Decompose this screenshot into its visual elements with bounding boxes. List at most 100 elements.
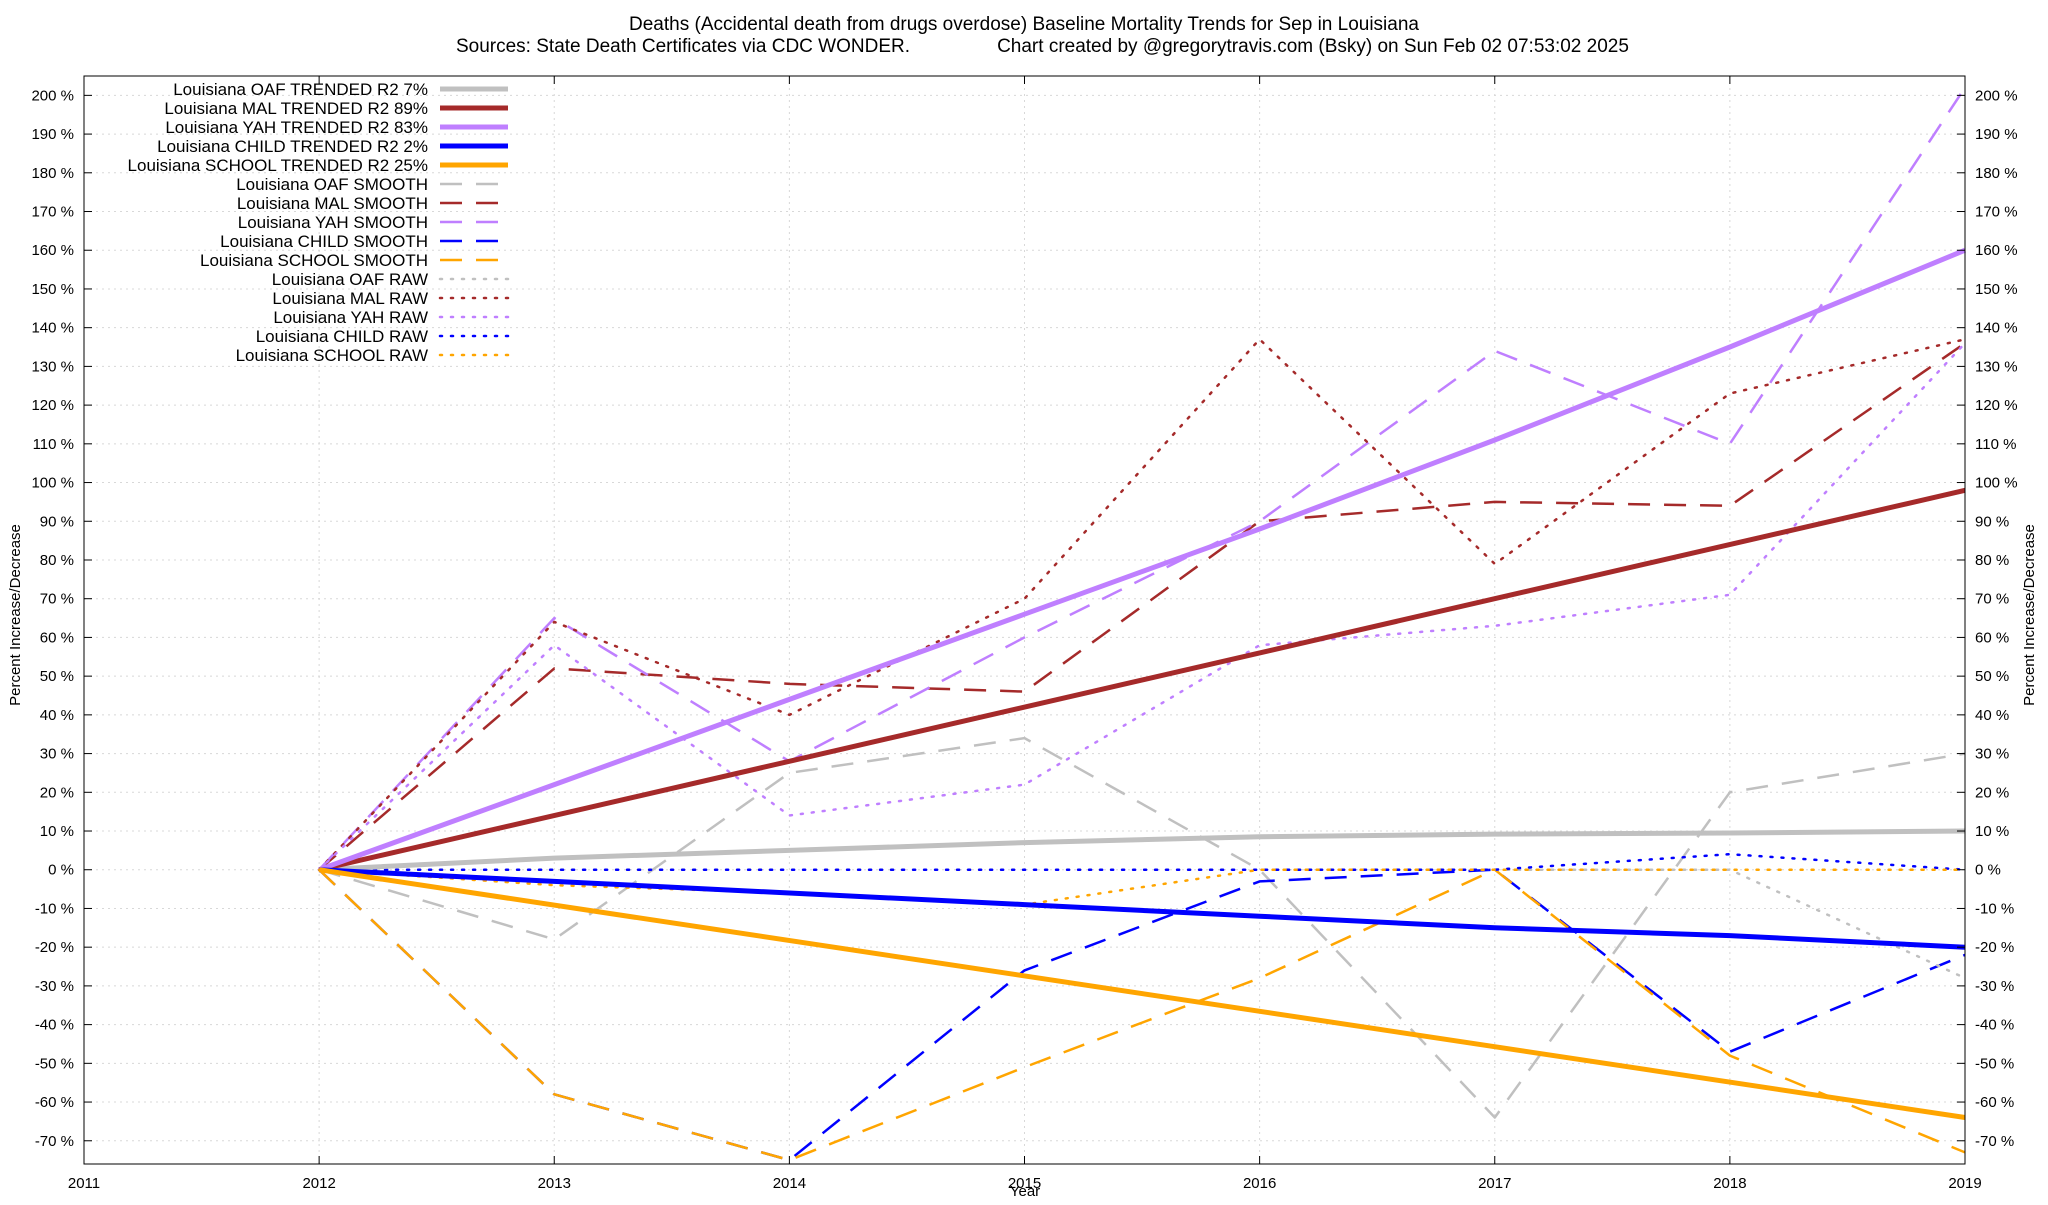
ticks: 200 % 200 % 190 % 190 % 180 % 180 % 170 % 170 %… (31, 76, 2018, 1192)
y-tick-label-left: 160 % (31, 242, 74, 259)
y-axis-label-right: Percent Increase/Decrease (2021, 524, 2038, 706)
y-tick-label-left: -20 % (35, 939, 74, 956)
legend-label-12: Louisiana MAL RAW (272, 289, 428, 308)
series-line-2 (318, 487, 1966, 873)
y-tick-label-right: -60 % (1975, 1094, 2014, 1111)
series-group (317, 86, 1967, 1162)
y-axis-label-left: Percent Increase/Decrease (7, 524, 24, 706)
y-tick-label-right: 30 % (1975, 746, 2009, 763)
y-tick-label-right: -40 % (1975, 1017, 2014, 1034)
y-tick-label-left: 30 % (40, 746, 74, 763)
y-tick-label-right: -70 % (1975, 1133, 2014, 1150)
chart-credit: Chart created by @gregorytravis.com (Bsk… (997, 36, 1629, 57)
y-tick-label-right: -20 % (1975, 939, 2014, 956)
y-tick-label-right: 70 % (1975, 591, 2009, 608)
y-tick-label-left: 110 % (33, 436, 74, 453)
legend-label-9: Louisiana CHILD SMOOTH (220, 232, 428, 251)
y-tick-label-left: 90 % (40, 513, 74, 530)
y-tick-label-left: 20 % (40, 784, 74, 801)
y-tick-label-left: 140 % (31, 320, 74, 337)
y-tick-label-left: 70 % (40, 591, 74, 608)
x-tick-label: 2012 (302, 1175, 335, 1192)
series-line-1 (318, 828, 1966, 873)
series-line-13 (317, 341, 1967, 871)
legend-label-10: Louisiana SCHOOL SMOOTH (200, 251, 428, 270)
y-tick-label-left: 150 % (31, 281, 74, 298)
x-tick-label: 2015 (1008, 1175, 1041, 1192)
y-tick-label-left: -70 % (35, 1133, 74, 1150)
x-tick-label: 2019 (1948, 1175, 1981, 1192)
x-tick-label: 2013 (538, 1175, 571, 1192)
y-tick-label-left: -30 % (35, 978, 74, 995)
series-line-3 (318, 247, 1966, 873)
y-tick-label-left: -40 % (35, 1017, 74, 1034)
y-tick-label-right: 160 % (1975, 242, 2018, 259)
y-tick-label-left: 100 % (31, 475, 74, 492)
y-tick-label-left: 50 % (40, 668, 74, 685)
y-tick-label-left: 180 % (31, 165, 74, 182)
legend-label-14: Louisiana CHILD RAW (256, 327, 428, 346)
y-tick-label-left: -10 % (35, 900, 74, 917)
series-line-6 (318, 736, 1966, 1119)
y-tick-label-right: 180 % (1975, 165, 2018, 182)
chart-title: Deaths (Accidental death from drugs over… (629, 14, 1419, 35)
y-tick-label-left: -50 % (35, 1055, 74, 1072)
y-tick-label-right: -10 % (1975, 900, 2014, 917)
x-tick-label: 2016 (1243, 1175, 1276, 1192)
y-tick-label-left: 120 % (31, 397, 74, 414)
x-axis-label: Year (1010, 1183, 1040, 1200)
y-tick-label-right: -30 % (1975, 978, 2014, 995)
y-tick-label-right: 90 % (1975, 513, 2009, 530)
y-tick-label-left: 190 % (31, 126, 74, 143)
series-line-9 (318, 868, 1966, 1162)
y-tick-label-right: 100 % (1975, 475, 2018, 492)
y-tick-label-right: 110 % (1975, 436, 2016, 453)
legend-label-4: Louisiana CHILD TRENDED R2 2% (157, 137, 428, 156)
y-tick-label-left: 80 % (40, 552, 74, 569)
series-line-15 (317, 868, 1967, 906)
y-tick-label-right: 80 % (1975, 552, 2009, 569)
y-tick-label-right: 20 % (1975, 784, 2009, 801)
y-tick-label-right: 150 % (1975, 281, 2018, 298)
x-tick-label: 2017 (1478, 1175, 1511, 1192)
y-tick-label-right: 0 % (1975, 862, 2001, 879)
series-line-5 (318, 867, 1966, 1120)
series-line-7 (318, 342, 1966, 871)
y-tick-label-left: 0 % (48, 862, 74, 879)
y-tick-label-right: 50 % (1975, 668, 2009, 685)
y-tick-label-right: 200 % (1975, 87, 2018, 104)
y-tick-label-left: -60 % (35, 1094, 74, 1111)
legend: Louisiana OAF TRENDED R2 7%Louisiana MAL… (128, 80, 510, 365)
y-tick-label-right: 140 % (1975, 320, 2018, 337)
y-tick-label-left: 40 % (40, 707, 74, 724)
series-line-4 (318, 867, 1966, 950)
legend-label-11: Louisiana OAF RAW (272, 270, 428, 289)
series-line-14 (317, 852, 1967, 871)
legend-label-15: Louisiana SCHOOL RAW (236, 346, 428, 365)
x-tick-label: 2011 (68, 1175, 100, 1192)
y-tick-label-left: 60 % (40, 629, 74, 646)
y-tick-label-right: 130 % (1975, 358, 2018, 375)
y-tick-label-left: 170 % (31, 204, 74, 221)
y-tick-label-right: 60 % (1975, 629, 2009, 646)
y-tick-label-right: -50 % (1975, 1055, 2014, 1072)
legend-label-5: Louisiana SCHOOL TRENDED R2 25% (128, 156, 428, 175)
legend-label-1: Louisiana OAF TRENDED R2 7% (173, 80, 428, 99)
y-tick-label-left: 200 % (31, 87, 74, 104)
legend-label-13: Louisiana YAH RAW (273, 308, 428, 327)
y-tick-label-right: 10 % (1975, 823, 2009, 840)
y-tick-label-left: 130 % (31, 358, 74, 375)
legend-label-2: Louisiana MAL TRENDED R2 89% (164, 99, 428, 118)
chart-source: Sources: State Death Certificates via CD… (456, 36, 910, 57)
legend-label-7: Louisiana MAL SMOOTH (237, 194, 428, 213)
legend-label-6: Louisiana OAF SMOOTH (236, 175, 428, 194)
x-tick-label: 2018 (1713, 1175, 1746, 1192)
y-tick-label-right: 40 % (1975, 707, 2009, 724)
y-tick-label-right: 120 % (1975, 397, 2018, 414)
x-tick-label: 2014 (773, 1175, 806, 1192)
series-line-8 (318, 86, 1967, 871)
series-line-10 (318, 868, 1966, 1162)
y-tick-label-left: 10 % (40, 823, 74, 840)
